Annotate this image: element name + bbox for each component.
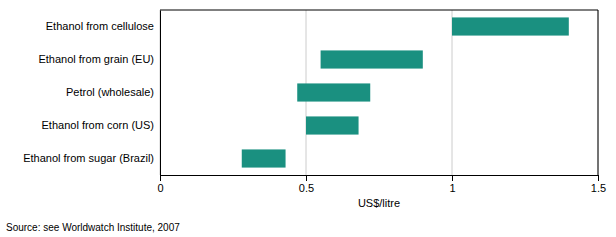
tick-line: [306, 175, 307, 181]
x-axis: 0 0.5 1 1.5: [157, 175, 606, 194]
y-tick: Ethanol from corn (US): [42, 119, 154, 131]
tick-label: 1.5: [591, 182, 606, 194]
annotation: Source: see Worldwatch Institute, 2007: [6, 222, 180, 233]
x-label: US$/litre: [358, 197, 400, 209]
tick-label: Ethanol from grain (EU): [38, 53, 154, 65]
plot: 00.511.5Ethanol from celluloseEthanol fr…: [23, 10, 606, 209]
tick-label: 0: [157, 182, 163, 194]
frame: [598, 10, 599, 175]
bar: [306, 116, 359, 134]
tick-line: [452, 175, 453, 181]
tick-label: Petrol (wholesale): [66, 86, 154, 98]
bar: [452, 17, 569, 35]
x-tick: 1.5: [591, 175, 606, 194]
axis-domain: [161, 176, 599, 182]
x-tick: 0: [157, 175, 163, 194]
tick-label: Ethanol from corn (US): [42, 119, 154, 131]
y-tick: Petrol (wholesale): [66, 86, 154, 98]
grid-line: [160, 10, 161, 175]
tick-label: Ethanol from sugar (Brazil): [23, 152, 154, 164]
x-tick: 1: [449, 175, 455, 194]
tick-label: 1: [449, 182, 455, 194]
y-axis: Ethanol from cellulose Ethanol from grain…: [23, 11, 160, 176]
tick-line: [598, 175, 599, 181]
grid-line: [598, 10, 599, 175]
bar: [242, 149, 286, 167]
grid: [160, 10, 598, 175]
y-tick: Ethanol from cellulose: [46, 20, 154, 32]
frame: [160, 10, 598, 11]
tick-line: [160, 175, 161, 181]
bars: [242, 17, 569, 167]
x-tick: 0.5: [299, 175, 314, 194]
axis-domain: [160, 11, 161, 176]
chart: 00.511.5Ethanol from celluloseEthanol fr…: [0, 0, 616, 237]
bar: [297, 83, 370, 101]
y-tick: Ethanol from grain (EU): [38, 53, 154, 65]
tick-label: Ethanol from cellulose: [46, 20, 154, 32]
tick-label: 0.5: [299, 182, 314, 194]
y-tick: Ethanol from sugar (Brazil): [23, 152, 154, 164]
bar: [321, 50, 423, 68]
